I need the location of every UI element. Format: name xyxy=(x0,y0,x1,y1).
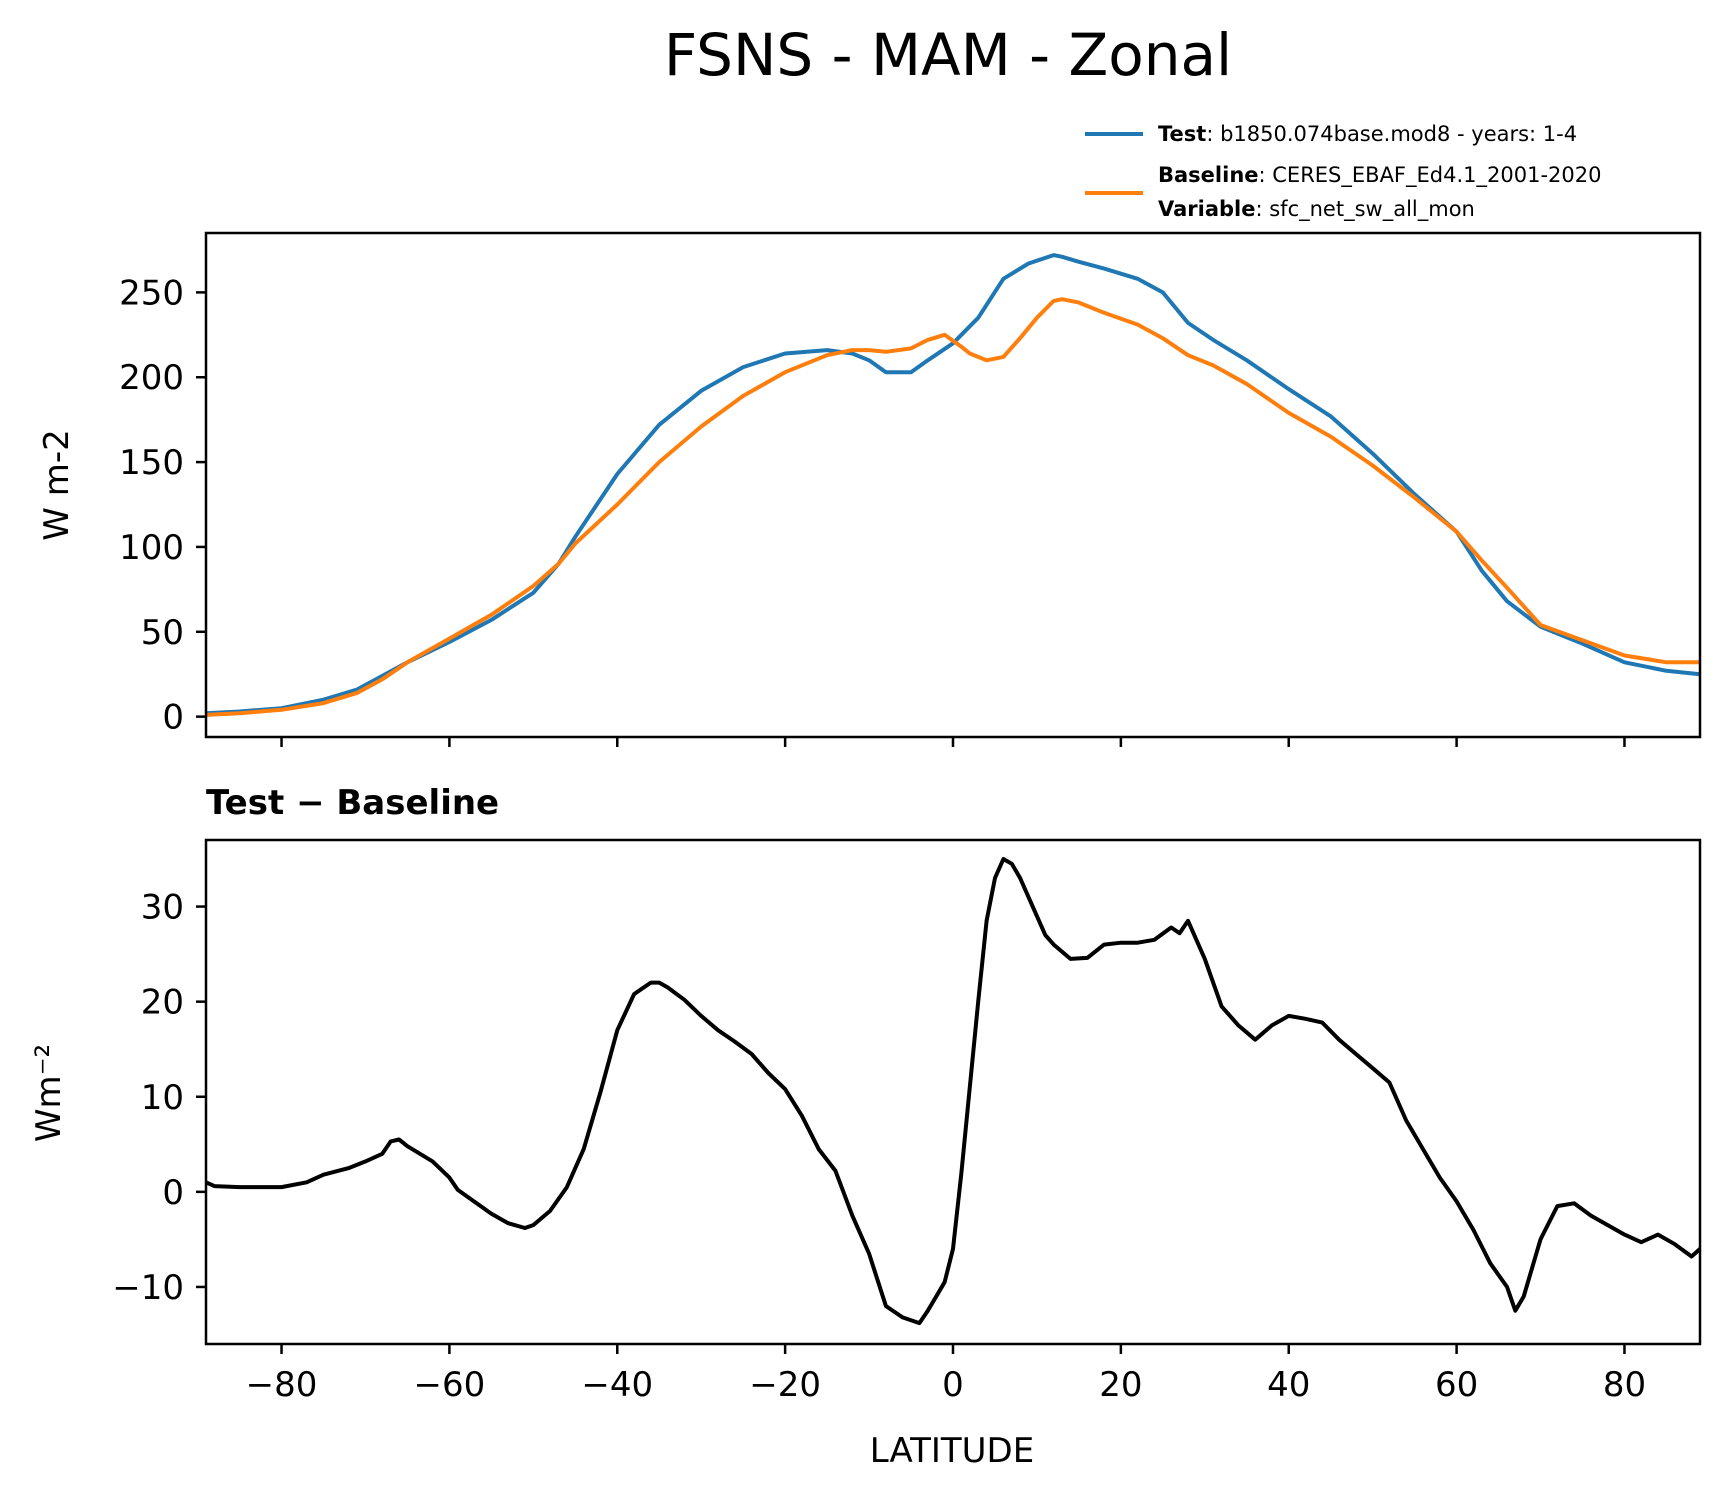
series-line-baseline xyxy=(205,297,1700,717)
y-tick-label: 30 xyxy=(141,888,184,928)
legend-label-baseline: Baseline: CERES_EBAF_Ed4.1_2001-2020 xyxy=(1158,163,1601,188)
x-tick-label: 0 xyxy=(942,1365,964,1405)
top-series-group xyxy=(205,253,1701,717)
top-plot-frame xyxy=(204,231,1702,739)
x-tick-label: 60 xyxy=(1435,1365,1478,1405)
bottom-panel: Test − Baseline −10 0 10 20 30 −80 −60 −40 −20 0… xyxy=(29,783,1702,1471)
x-tick-label: −20 xyxy=(749,1365,821,1405)
x-tick-label: 40 xyxy=(1267,1365,1310,1405)
legend-label-test: Test: b1850.074base.mod8 - years: 1-4 xyxy=(1158,122,1577,146)
y-tick-label: 150 xyxy=(119,443,184,483)
x-tick-label: 20 xyxy=(1099,1365,1142,1405)
x-tick-label: 80 xyxy=(1603,1365,1646,1405)
series-line-test xyxy=(205,253,1701,716)
top-panel: 0 50 100 150 200 250 W m-2 xyxy=(37,231,1702,747)
x-axis-label: LATITUDE xyxy=(870,1431,1034,1471)
top-y-ticks: 0 50 100 150 200 250 xyxy=(119,273,206,738)
x-tick-label: −60 xyxy=(414,1365,486,1405)
y-tick-label: 10 xyxy=(141,1078,184,1118)
x-tick-label: −40 xyxy=(581,1365,653,1405)
y-tick-label: 20 xyxy=(141,983,184,1023)
x-tick-label: −80 xyxy=(246,1365,318,1405)
y-tick-label: 0 xyxy=(162,1173,184,1213)
bottom-y-axis-label: Wm⁻² xyxy=(29,1044,69,1142)
y-tick-label: 200 xyxy=(119,358,184,398)
bottom-x-ticks: −80 −60 −40 −20 0 20 40 60 80 xyxy=(246,1344,1646,1405)
bottom-y-ticks: −10 0 10 20 30 xyxy=(112,888,206,1308)
bottom-series-group xyxy=(205,857,1702,1326)
y-tick-label: 0 xyxy=(162,698,184,738)
top-x-ticks xyxy=(280,737,1626,747)
y-tick-label: −10 xyxy=(112,1268,184,1308)
bottom-plot-frame xyxy=(204,838,1702,1346)
y-tick-label: 100 xyxy=(119,528,184,568)
series-line-test-baseline xyxy=(205,857,1702,1326)
figure-title: FSNS - MAM - Zonal xyxy=(664,21,1232,89)
y-tick-label: 50 xyxy=(141,613,184,653)
top-y-axis-label: W m-2 xyxy=(37,429,77,540)
bottom-panel-title: Test − Baseline xyxy=(206,783,499,823)
y-tick-label: 250 xyxy=(119,273,184,313)
legend: Test: b1850.074base.mod8 - years: 1-4 Ba… xyxy=(1085,122,1601,222)
legend-label-variable: Variable: sfc_net_sw_all_mon xyxy=(1158,197,1475,222)
